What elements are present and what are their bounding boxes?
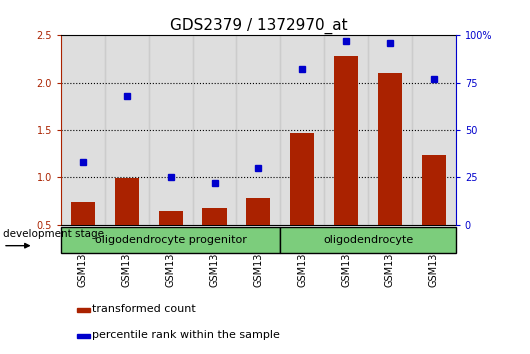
Bar	[71, 202, 95, 225]
Bar	[422, 155, 446, 225]
Bar	[334, 56, 358, 225]
Bar	[368, 35, 412, 225]
Bar	[290, 133, 314, 225]
Bar	[324, 35, 368, 225]
Bar	[77, 333, 90, 338]
Text: development stage: development stage	[3, 229, 104, 239]
Bar	[280, 227, 456, 253]
Bar	[280, 35, 324, 225]
Text: percentile rank within the sample: percentile rank within the sample	[92, 330, 280, 339]
Bar	[192, 35, 236, 225]
Bar	[149, 35, 192, 225]
Bar	[158, 211, 183, 225]
Bar	[236, 35, 280, 225]
Bar	[61, 35, 105, 225]
Bar	[77, 308, 90, 312]
Bar	[202, 208, 226, 225]
Bar	[378, 73, 402, 225]
Bar	[114, 178, 139, 225]
Bar	[412, 35, 456, 225]
Text: oligodendrocyte: oligodendrocyte	[323, 235, 413, 245]
Text: transformed count: transformed count	[92, 304, 196, 314]
Bar	[105, 35, 149, 225]
Bar	[246, 198, 270, 225]
Title: GDS2379 / 1372970_at: GDS2379 / 1372970_at	[170, 18, 347, 34]
Text: oligodendrocyte progenitor: oligodendrocyte progenitor	[95, 235, 246, 245]
Bar	[61, 227, 280, 253]
